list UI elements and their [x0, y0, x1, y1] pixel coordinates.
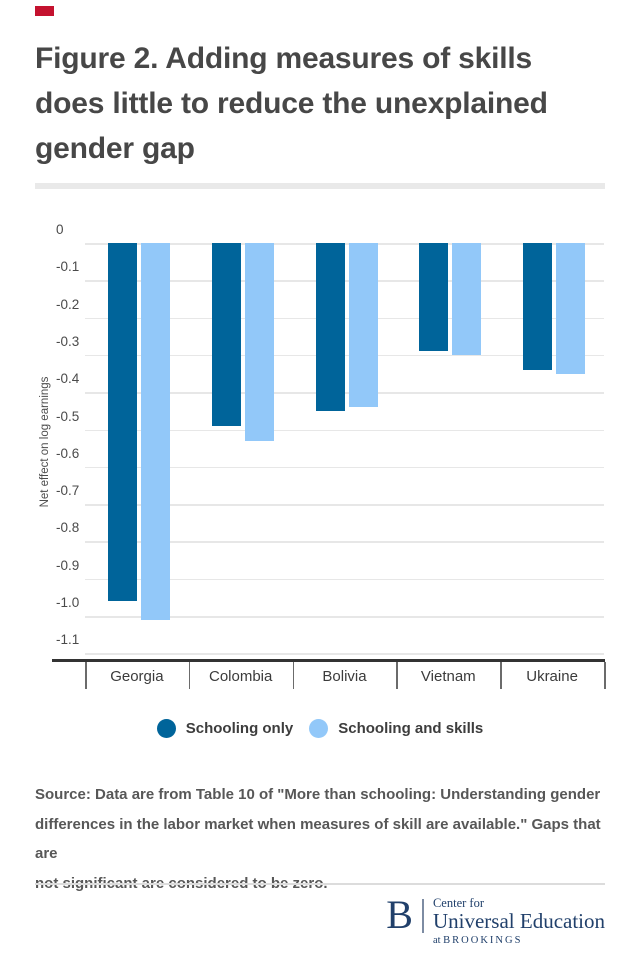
legend-dot-dark-blue-icon	[156, 719, 176, 738]
bar-schooling-only	[315, 243, 345, 411]
bar-schooling-and-skills	[140, 243, 170, 620]
x-axis-category-label: Colombia	[209, 668, 273, 685]
x-axis-category-label: Bolivia	[322, 668, 367, 685]
legend-item-schooling-and-skills: Schooling and skills	[309, 719, 483, 738]
brookings-logo: B Center for Universal Education at BROO…	[386, 892, 605, 947]
logo-at: at	[432, 935, 441, 946]
x-axis-line	[52, 659, 605, 662]
x-axis-tick	[188, 662, 191, 689]
source-note-line: Source: Data are from Table 10 of "More …	[35, 786, 601, 803]
y-tick-label: -0.4	[56, 371, 80, 387]
title-divider	[35, 183, 605, 189]
x-axis-tick	[292, 662, 295, 689]
y-tick-label: -0.5	[56, 408, 80, 424]
y-tick-label: -1.1	[56, 632, 80, 648]
bar-schooling-and-skills	[348, 243, 378, 407]
logo-brookings: BROOKINGS	[443, 935, 523, 946]
y-tick-label: -0.7	[56, 483, 80, 499]
bar-schooling-only	[211, 243, 241, 426]
red-marker	[35, 6, 54, 16]
legend-label: Schooling only	[185, 720, 294, 737]
bar-schooling-and-skills	[452, 243, 482, 355]
legend-dot-light-blue-icon	[309, 719, 329, 738]
x-axis-category-label: Georgia	[110, 668, 164, 685]
x-axis-tick	[604, 662, 606, 689]
bar-schooling-only	[419, 243, 449, 351]
gridline	[85, 317, 604, 320]
gridline	[85, 616, 604, 618]
legend: Schooling only Schooling and skills	[0, 719, 640, 738]
y-tick-label: -0.2	[56, 296, 80, 312]
logo-at-brookings: at BROOKINGS	[433, 935, 605, 946]
bar-schooling-and-skills	[244, 243, 274, 441]
y-tick-label: -0.8	[56, 520, 80, 536]
y-tick-label: -0.6	[56, 445, 80, 461]
y-tick-label: -0.1	[56, 259, 80, 275]
y-tick-label: -0.3	[56, 333, 80, 349]
gridline	[85, 429, 604, 431]
gridline	[85, 653, 604, 655]
gridline	[85, 243, 604, 245]
y-tick-label: -1.0	[56, 595, 80, 610]
bar-schooling-only	[107, 243, 137, 601]
x-axis-tick	[500, 662, 502, 689]
x-axis-tick	[396, 662, 398, 689]
logo-separator	[421, 899, 424, 933]
gridline	[85, 280, 604, 282]
logo-text: Center for Universal Education at BROOKI…	[432, 896, 605, 947]
x-axis-tick	[85, 662, 87, 689]
figure-title-line: does little to reduce the unexplained	[35, 87, 548, 120]
x-axis-category-label: Ukraine	[526, 668, 578, 685]
gridline	[85, 354, 604, 357]
gridline	[85, 541, 604, 543]
gridline	[85, 392, 604, 394]
gridline	[85, 578, 604, 581]
y-tick-label: -0.9	[56, 557, 80, 573]
logo-universal-education: Universal Education	[432, 909, 605, 933]
source-note-line: differences in the labor market when mea…	[35, 815, 601, 863]
logo-center-for: Center for	[432, 896, 484, 910]
figure-title: Figure 2. Adding measures of skills does…	[35, 36, 548, 171]
bar-schooling-and-skills	[556, 243, 586, 374]
source-note: Source: Data are from Table 10 of "More …	[35, 780, 620, 898]
legend-item-schooling-only: Schooling only	[156, 719, 294, 738]
gridline	[85, 466, 604, 469]
legend-label: Schooling and skills	[338, 720, 484, 737]
y-tick-label: 0	[56, 222, 64, 237]
y-axis-title: Net effect on log earnings	[39, 376, 51, 508]
x-axis-category-label: Vietnam	[420, 668, 476, 685]
figure-title-line: gender gap	[35, 132, 195, 165]
gridline	[85, 504, 604, 506]
figure-title-line: Figure 2. Adding measures of skills	[35, 42, 533, 75]
bar-schooling-only	[523, 243, 553, 370]
footer-divider	[35, 883, 605, 885]
brookings-b-icon: B	[386, 892, 413, 937]
